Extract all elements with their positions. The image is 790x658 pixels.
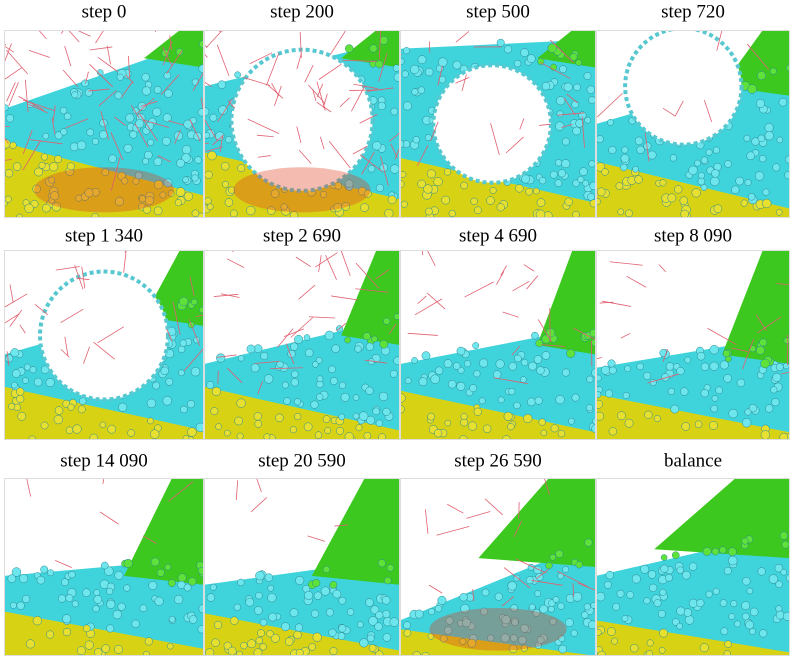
green-region — [654, 478, 790, 558]
snapshot — [580, 26, 790, 221]
snapshot — [204, 460, 400, 658]
panel-label: step 0 — [82, 1, 127, 22]
snapshot — [0, 3, 210, 221]
green-region — [722, 250, 790, 364]
panel-label: step 1 340 — [65, 225, 143, 246]
snapshot — [386, 30, 597, 221]
heat-zone — [429, 608, 566, 651]
snapshot — [184, 7, 414, 219]
panel-label: step 2 690 — [263, 225, 341, 246]
snapshot — [204, 244, 402, 444]
panel-label: step 14 090 — [60, 450, 148, 471]
snapshot — [595, 478, 790, 658]
cavity — [40, 272, 168, 400]
heat-zone — [34, 167, 174, 212]
green-region — [478, 478, 596, 567]
snapshot — [4, 455, 207, 658]
snapshot — [397, 239, 618, 444]
green-region — [124, 478, 204, 585]
panel-label: step 4 690 — [459, 225, 537, 246]
panel-label: step 720 — [661, 1, 725, 22]
figure: step 0 step 200 step 500 step 720 step 1 340… — [0, 0, 790, 658]
cavity — [433, 65, 551, 183]
snapshot — [575, 250, 790, 442]
panel-label: balance — [664, 450, 722, 471]
panel-label: step 20 590 — [258, 450, 346, 471]
panel-label: step 8 090 — [654, 225, 732, 246]
panel-label: step 500 — [466, 1, 530, 22]
cavity — [625, 28, 741, 144]
panel-label: step 26 590 — [454, 450, 542, 471]
panel-label: step 200 — [270, 1, 334, 22]
snapshot — [400, 462, 605, 658]
heat-zone — [233, 167, 370, 212]
snapshot — [0, 226, 217, 444]
